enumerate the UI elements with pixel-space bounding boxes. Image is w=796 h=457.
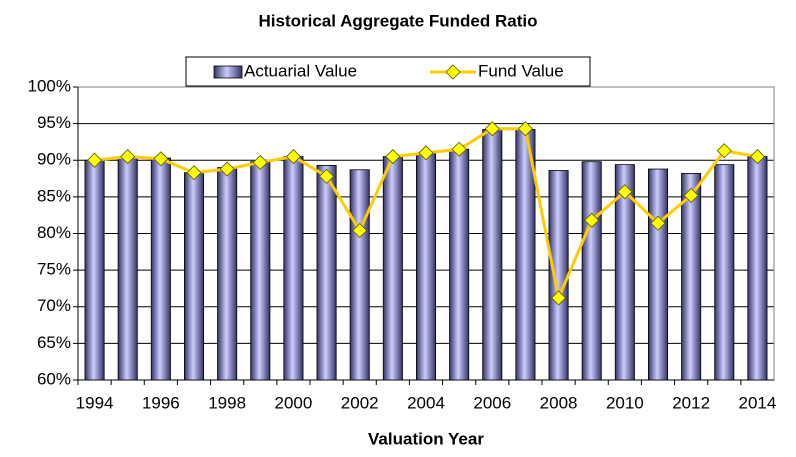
bar [614,164,635,381]
x-tick-label: 2004 [407,393,445,412]
legend-box [185,56,591,87]
legend-label: Fund Value [478,61,564,80]
y-tick-label: 75% [37,260,71,279]
marker [551,290,567,306]
y-tick-label: 85% [37,186,71,205]
marker [517,121,533,137]
legend-swatch [213,65,243,79]
bar [415,152,437,381]
bar [581,161,602,381]
marker [120,149,136,165]
x-tick-label: 2006 [473,393,511,412]
bar [283,156,304,381]
x-tick-label: 2014 [739,393,777,412]
bar [714,164,735,381]
marker [617,184,633,200]
bar [747,156,768,381]
y-tick-label: 70% [37,296,71,315]
marker [749,149,765,165]
marker [584,212,600,228]
x-tick-label: 2012 [672,393,710,412]
bar [449,148,470,381]
bar [382,156,403,381]
x-tick-label: 2008 [540,393,578,412]
bar [250,161,271,381]
x-tick-label: 2010 [606,393,644,412]
bar [150,157,171,381]
marker [683,187,699,203]
marker [650,215,666,231]
bar [183,172,205,381]
marker [319,168,335,184]
y-tick-label: 80% [37,223,71,242]
marker [252,154,268,171]
marker [385,149,401,165]
marker [87,152,103,168]
bar [681,173,702,381]
marker [219,161,235,177]
bar [117,156,138,381]
legend-marker [445,64,461,80]
y-tick-label: 95% [37,113,71,132]
y-tick-label: 90% [37,150,71,169]
bar [482,129,503,381]
marker [285,149,301,165]
bar [548,170,569,381]
marker [484,121,500,137]
marker [153,151,169,167]
marker [186,165,202,181]
bar [647,168,669,381]
x-tick-label: 1998 [208,393,246,412]
marker [716,143,732,159]
marker [352,223,368,239]
bar [84,159,105,381]
x-tick-label: 1996 [142,393,180,412]
chart-title: Historical Aggregate Funded Ratio [259,11,538,30]
x-axis-label: Valuation Year [368,429,484,448]
y-tick-label: 65% [37,333,71,352]
y-tick-label: 60% [37,369,71,388]
bar [349,169,370,381]
marker [451,141,467,157]
x-tick-label: 1994 [76,393,114,412]
marker [418,145,434,161]
legend-label: Actuarial Value [244,61,357,80]
bar [217,167,238,381]
bar [316,164,337,381]
x-tick-label: 2000 [275,393,313,412]
y-tick-label: 100% [28,76,71,95]
x-tick-label: 2002 [341,393,379,412]
